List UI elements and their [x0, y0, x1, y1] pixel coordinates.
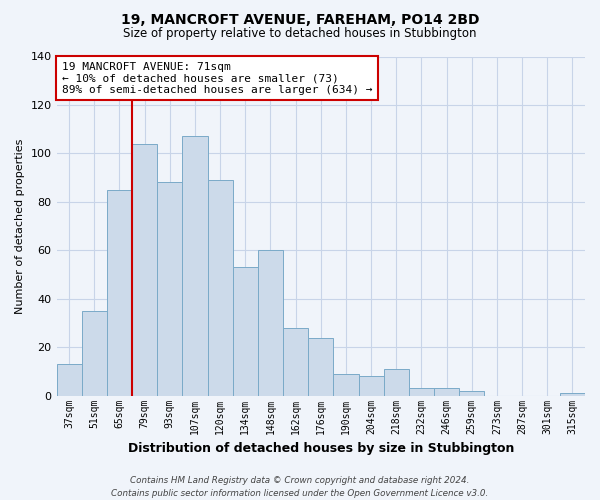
Text: Contains HM Land Registry data © Crown copyright and database right 2024.
Contai: Contains HM Land Registry data © Crown c…	[112, 476, 488, 498]
Bar	[107, 190, 132, 396]
Bar	[308, 338, 334, 396]
Bar	[233, 268, 258, 396]
Bar	[409, 388, 434, 396]
Bar	[82, 311, 107, 396]
Bar	[334, 374, 359, 396]
Bar	[359, 376, 383, 396]
Bar	[459, 391, 484, 396]
X-axis label: Distribution of detached houses by size in Stubbington: Distribution of detached houses by size …	[128, 442, 514, 455]
Bar	[560, 393, 585, 396]
Text: 19, MANCROFT AVENUE, FAREHAM, PO14 2BD: 19, MANCROFT AVENUE, FAREHAM, PO14 2BD	[121, 12, 479, 26]
Bar	[434, 388, 459, 396]
Bar	[208, 180, 233, 396]
Bar	[157, 182, 182, 396]
Bar	[182, 136, 208, 396]
Text: 19 MANCROFT AVENUE: 71sqm
← 10% of detached houses are smaller (73)
89% of semi-: 19 MANCROFT AVENUE: 71sqm ← 10% of detac…	[62, 62, 373, 95]
Bar	[56, 364, 82, 396]
Bar	[383, 369, 409, 396]
Bar	[132, 144, 157, 396]
Y-axis label: Number of detached properties: Number of detached properties	[15, 138, 25, 314]
Bar	[258, 250, 283, 396]
Text: Size of property relative to detached houses in Stubbington: Size of property relative to detached ho…	[123, 28, 477, 40]
Bar	[283, 328, 308, 396]
